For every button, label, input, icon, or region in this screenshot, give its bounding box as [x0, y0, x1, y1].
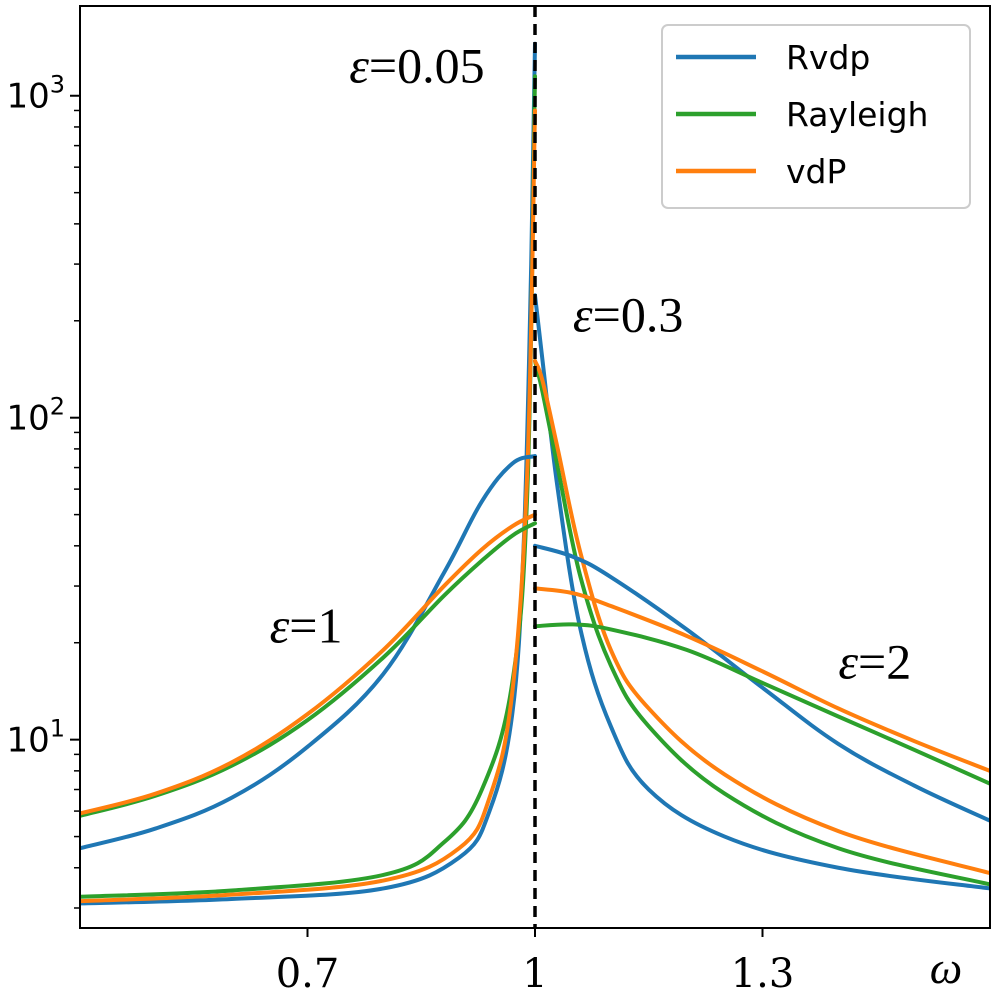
epsilon-annotation-0_3: ε=0.3: [573, 287, 683, 343]
epsilon-value: 0.3: [621, 287, 684, 343]
legend-label-vdp: vdP: [786, 152, 846, 191]
epsilon-symbol: ε: [573, 287, 593, 343]
series-rvdp-eps-2-line: [533, 543, 990, 823]
annotations: ε=0.05ε=0.3ε=1ε=2: [270, 37, 912, 689]
y-tick-base: 10: [6, 399, 49, 439]
y-tick-exponent: 2: [50, 393, 65, 421]
x-tick-label: 1.3: [731, 951, 795, 997]
equals-sign: =: [593, 287, 621, 343]
legend-box: [661, 24, 971, 209]
epsilon-symbol: ε: [270, 598, 290, 654]
x-tick-label: 1: [522, 951, 547, 997]
y-tick-base: 10: [6, 77, 49, 117]
epsilon-value: 0.05: [397, 37, 485, 93]
epsilon-value: 2: [886, 633, 911, 689]
series-rayleigh-eps-2-line: [533, 622, 990, 786]
equals-sign: =: [289, 598, 317, 654]
legend: Rvdp Rayleigh vdP: [661, 24, 971, 209]
series-rvdp-eps-1-line: [80, 454, 537, 851]
epsilon-annotation-0_05: ε=0.05: [349, 37, 484, 93]
y-tick-base: 10: [6, 721, 49, 761]
curves: [80, 41, 990, 906]
epsilon-symbol: ε: [838, 633, 858, 689]
equals-sign: =: [858, 633, 886, 689]
series-vdp-eps-2-line: [533, 586, 990, 773]
x-axis-label: ω: [930, 942, 962, 993]
legend-label-rvdp: Rvdp: [786, 38, 870, 77]
y-tick-label: 101: [6, 715, 65, 761]
y-tick-label: 102: [6, 393, 65, 439]
y-tick-label: 103: [6, 71, 65, 117]
series-vdp-eps-0_05-line: [80, 108, 990, 904]
y-tick-exponent: 1: [50, 715, 65, 743]
y-tick-exponent: 3: [50, 71, 65, 99]
x-tick-label: 0.7: [276, 951, 340, 997]
epsilon-annotation-1: ε=1: [270, 598, 343, 654]
equals-sign: =: [369, 37, 397, 93]
epsilon-value: 1: [317, 598, 342, 654]
epsilon-annotation-2: ε=2: [838, 633, 911, 689]
series-rayleigh-eps-1-line: [80, 521, 537, 818]
legend-label-rayleigh: Rayleigh: [786, 95, 928, 134]
epsilon-symbol: ε: [349, 37, 369, 93]
series-vdp-eps-1-line: [80, 512, 537, 816]
